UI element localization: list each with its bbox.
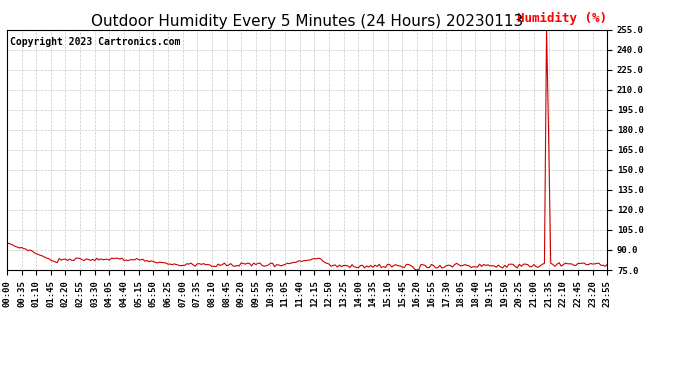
Text: Humidity (%): Humidity (%) bbox=[518, 12, 607, 25]
Title: Outdoor Humidity Every 5 Minutes (24 Hours) 20230113: Outdoor Humidity Every 5 Minutes (24 Hou… bbox=[91, 14, 523, 29]
Text: Copyright 2023 Cartronics.com: Copyright 2023 Cartronics.com bbox=[10, 37, 180, 47]
